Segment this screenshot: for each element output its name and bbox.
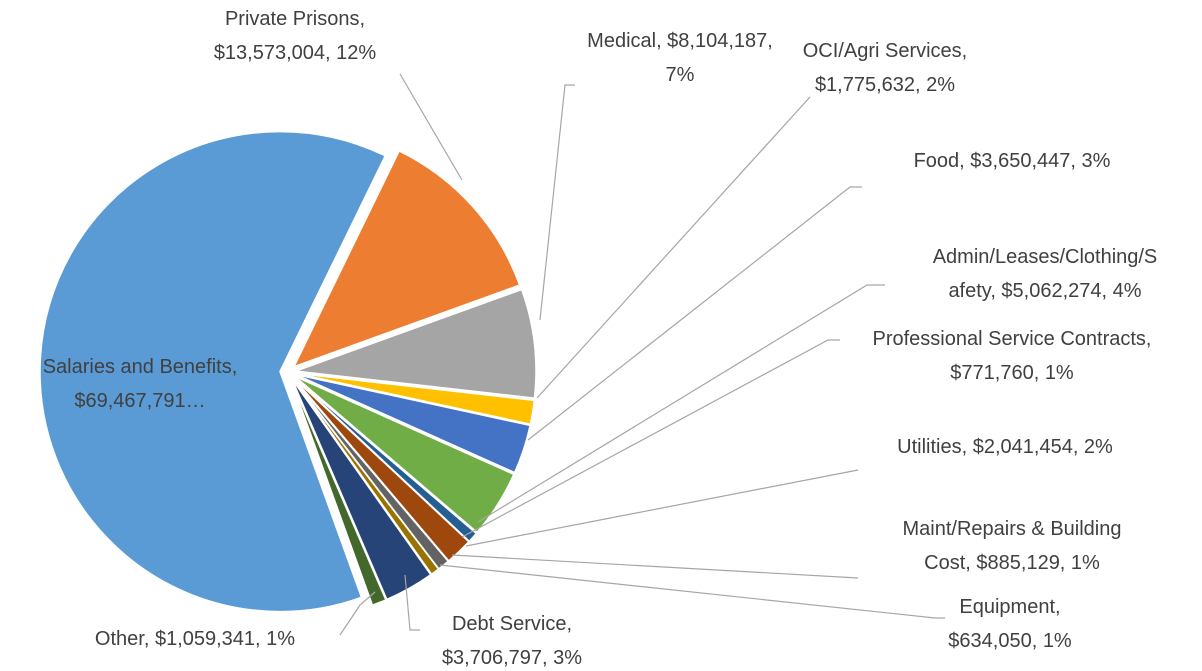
data-label: Utilities, $2,041,454, 2% bbox=[897, 436, 1113, 458]
pie-slice bbox=[295, 372, 536, 426]
data-label: Professional Service Contracts, $771,760,… bbox=[872, 328, 1151, 384]
pie-slice bbox=[294, 375, 515, 534]
label-line: OCI/Agri Services, bbox=[803, 40, 967, 62]
label-line: Private Prisons, bbox=[225, 8, 365, 30]
leader-line bbox=[477, 284, 885, 523]
pie-slice bbox=[291, 378, 432, 601]
data-label: Food, $3,650,447, 3% bbox=[914, 150, 1111, 172]
data-label: Private Prisons, $13,573,004, 12% bbox=[214, 8, 377, 64]
label-line: afety, $5,062,274, 4% bbox=[948, 280, 1141, 302]
label-line: Equipment, bbox=[959, 596, 1060, 618]
leader-line bbox=[536, 96, 811, 399]
pie-slice bbox=[295, 288, 537, 399]
data-label: Maint/Repairs & Building Cost, $885,129, … bbox=[903, 518, 1122, 574]
label-line: Cost, $885,129, 1% bbox=[924, 552, 1100, 574]
data-label: Medical, $8,104,187, 7% bbox=[587, 30, 773, 86]
label-line: 7% bbox=[666, 64, 695, 86]
pie-slice bbox=[290, 379, 387, 607]
leader-line bbox=[399, 73, 463, 181]
label-line: $634,050, 1% bbox=[948, 630, 1072, 652]
label-line: $1,775,632, 2% bbox=[815, 74, 955, 96]
leader-line bbox=[461, 339, 840, 538]
data-label: Equipment, $634,050, 1% bbox=[948, 596, 1072, 652]
label-line: Admin/Leases/Clothing/S bbox=[933, 246, 1158, 268]
label-line: $771,760, 1% bbox=[950, 362, 1074, 384]
pie-slice bbox=[292, 149, 521, 368]
pie-slice bbox=[295, 373, 532, 474]
data-label: Admin/Leases/Clothing/S afety, $5,062,274… bbox=[933, 246, 1158, 302]
label-line: Salaries and Benefits, bbox=[43, 356, 238, 378]
pie-slice bbox=[292, 377, 440, 576]
data-label: Salaries and Benefits, $69,467,791… bbox=[43, 356, 238, 412]
leader-line bbox=[339, 591, 376, 636]
label-line: Medical, $8,104,187, bbox=[587, 30, 773, 52]
label-line: Food, $3,650,447, 3% bbox=[914, 150, 1111, 172]
data-label: Debt Service, $3,706,797, 3% bbox=[442, 613, 582, 669]
data-label: Other, $1,059,341, 1% bbox=[95, 628, 295, 650]
leader-line bbox=[539, 84, 575, 321]
leader-line bbox=[451, 554, 859, 579]
label-line: Utilities, $2,041,454, 2% bbox=[897, 436, 1113, 458]
leader-line bbox=[527, 186, 862, 441]
leader-line bbox=[439, 564, 945, 619]
label-line: Debt Service, bbox=[452, 613, 572, 635]
data-label: OCI/Agri Services, $1,775,632, 2% bbox=[803, 40, 967, 96]
label-line: $3,706,797, 3% bbox=[442, 647, 582, 669]
label-line: Maint/Repairs & Building bbox=[903, 518, 1122, 540]
label-line: Professional Service Contracts, bbox=[872, 328, 1151, 350]
label-line: $69,467,791… bbox=[74, 390, 205, 412]
label-line: $13,573,004, 12% bbox=[214, 42, 377, 64]
leader-line bbox=[404, 574, 420, 631]
pie-slice bbox=[39, 130, 387, 613]
leader-line bbox=[465, 469, 859, 547]
label-line: Other, $1,059,341, 1% bbox=[95, 628, 295, 650]
